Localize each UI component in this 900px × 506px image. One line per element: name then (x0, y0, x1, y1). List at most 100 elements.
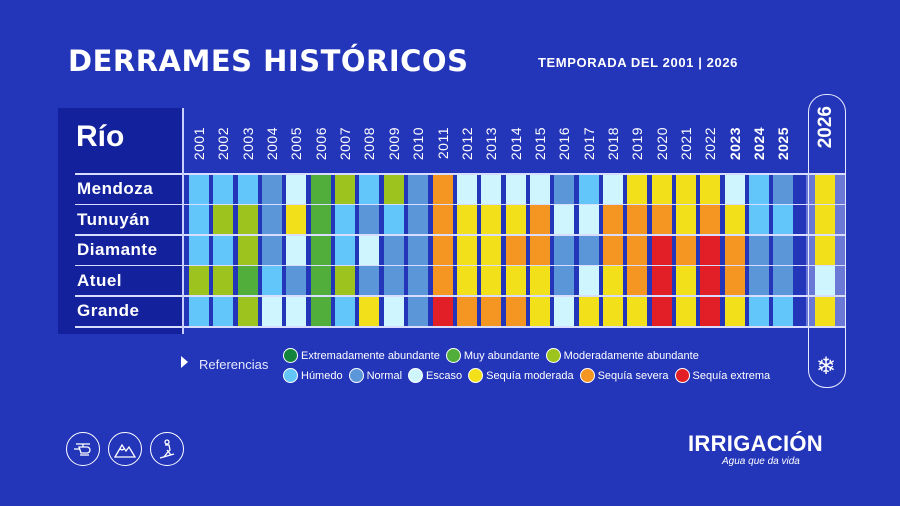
year-label: 2025 (775, 127, 792, 161)
heatmap-cell (724, 205, 745, 234)
heatmap-cell (651, 205, 672, 234)
legend-title: Referencias (199, 357, 269, 372)
year-label: 2002 (215, 127, 232, 161)
heatmap-cell (359, 174, 380, 204)
heatmap-cell (335, 174, 356, 204)
heatmap-cell (432, 266, 453, 295)
divider (182, 108, 184, 334)
heatmap-cell (602, 266, 623, 295)
heatmap-cell (189, 235, 209, 265)
heatmap-cell (627, 235, 648, 265)
heatmap-cell (505, 266, 526, 295)
heatmap-cell (700, 296, 721, 326)
legend-item: Escaso (408, 368, 462, 383)
heatmap-cell (627, 296, 648, 326)
legend-item: Húmedo (283, 368, 343, 383)
heatmap-cell (529, 205, 550, 234)
heatmap-cell (213, 174, 234, 204)
year-label: 2014 (507, 127, 524, 161)
heatmap-cell (237, 235, 258, 265)
heatmap-cell (408, 205, 429, 234)
heatmap-cell (408, 266, 429, 295)
heatmap-cell (578, 205, 599, 234)
heatmap-cell (700, 266, 721, 295)
row-divider (75, 173, 845, 175)
heatmap-cell (773, 235, 794, 265)
river-label: Grande (77, 301, 140, 320)
year-label: 2021 (678, 127, 694, 161)
heatmap-cell (456, 266, 477, 295)
heatmap-cell (213, 235, 234, 265)
heatmap-cell (529, 296, 550, 326)
heatmap-cell (481, 235, 502, 265)
heatmap-cell (310, 205, 331, 234)
year-label: 2017 (580, 127, 597, 161)
river-header: Río (76, 120, 125, 153)
heatmap-cell (408, 174, 429, 204)
legend-label: Sequía moderada (486, 369, 574, 382)
heatmap-cell (554, 296, 575, 326)
heatmap-cell (773, 266, 794, 295)
year-label: 2019 (629, 127, 646, 161)
year-label: 2026 (815, 106, 836, 149)
year-label: 2020 (653, 127, 670, 161)
legend-row: Extremadamente abundante Muy abundante Mod… (283, 348, 699, 363)
heatmap-cell (262, 235, 283, 265)
legend-item: Sequía extrema (674, 368, 770, 383)
legend-swatch (445, 348, 461, 363)
heatmap-cell (724, 266, 745, 295)
heatmap-cell (237, 296, 258, 326)
heatmap-cell (505, 174, 526, 204)
year-label: 2015 (531, 127, 548, 161)
heatmap-cell (189, 174, 209, 204)
heatmap-cell (651, 296, 672, 326)
legend-swatch (579, 368, 595, 383)
heatmap-cell (335, 296, 356, 326)
heatmap-cell (286, 266, 307, 295)
year-label: 2024 (751, 127, 768, 161)
heatmap-cell (529, 174, 550, 204)
heatmap-cell (481, 174, 502, 204)
heatmap-cell (773, 174, 794, 204)
heatmap-cell (676, 205, 696, 234)
legend-item: Sequía severa (579, 368, 669, 383)
row-divider (75, 326, 845, 328)
heatmap-cell (310, 235, 331, 265)
heatmap-cell (286, 205, 307, 234)
heatmap-cell (554, 235, 575, 265)
year-label: 2003 (239, 127, 256, 161)
legend-swatch (283, 348, 298, 363)
heatmap-cell (335, 205, 356, 234)
heatmap-cell (237, 205, 258, 234)
year-label: 2004 (264, 127, 281, 161)
legend-swatch (408, 368, 424, 383)
year-label: 2012 (458, 127, 475, 161)
heatmap-cell (529, 266, 550, 295)
heatmap-cell (676, 266, 696, 295)
heatmap-cell (359, 235, 380, 265)
heatmap-cell (602, 296, 623, 326)
heatmap-cell (432, 235, 453, 265)
heatmap-cell (676, 235, 696, 265)
page-title: DERRAMES HISTÓRICOS (68, 44, 469, 78)
legend-swatch (348, 368, 364, 383)
skier-icon (150, 432, 184, 466)
heatmap-cell (481, 266, 502, 295)
helicopter-icon (66, 432, 100, 466)
heatmap-cell (700, 205, 721, 234)
legend-label: Moderadamente abundante (563, 349, 699, 362)
heatmap-cell (383, 174, 404, 204)
heatmap-cell (432, 174, 453, 204)
year-label: 2010 (410, 127, 427, 161)
heatmap-cell (602, 174, 623, 204)
legend-label: Húmedo (301, 369, 343, 382)
heatmap-cell (676, 174, 696, 204)
heatmap-cell (383, 235, 404, 265)
heatmap-cell (310, 296, 331, 326)
legend-swatch (468, 368, 484, 383)
heatmap-cell (578, 266, 599, 295)
river-label: Diamante (77, 240, 158, 259)
heatmap-cell (383, 266, 404, 295)
mountain-icon (108, 432, 142, 466)
heatmap-cell (359, 205, 380, 234)
